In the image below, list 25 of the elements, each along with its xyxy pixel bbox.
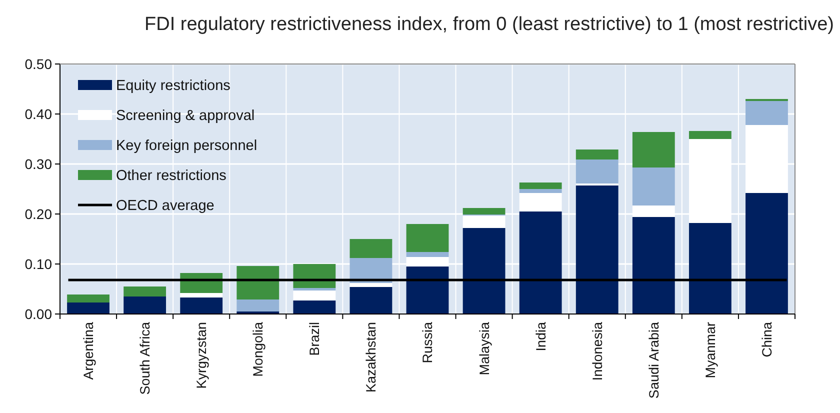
chart-title: FDI regulatory restrictiveness index, from 0 (least restrictive) to 1 (most restrictive) bbox=[144, 14, 834, 35]
x-tick-label: India bbox=[533, 322, 548, 352]
x-tick-label: Indonesia bbox=[590, 322, 605, 381]
y-tick-label: 0.50 bbox=[24, 56, 52, 72]
x-tick-label: Brazil bbox=[307, 322, 322, 356]
legend-label: Equity restrictions bbox=[116, 78, 230, 94]
y-tick-label: 0.10 bbox=[24, 256, 52, 272]
x-tick-label: Saudi Arabia bbox=[646, 322, 662, 399]
legend-label: Other restrictions bbox=[116, 168, 226, 184]
legend-label: OECD average bbox=[116, 198, 214, 214]
x-tick-label: Argentina bbox=[80, 322, 96, 380]
x-tick-label: China bbox=[759, 322, 774, 358]
y-tick-label: 0.00 bbox=[24, 306, 52, 322]
x-tick-label: Russia bbox=[420, 322, 436, 364]
y-tick-label: 0.30 bbox=[24, 156, 52, 172]
x-tick-label: South Africa bbox=[138, 322, 153, 395]
x-tick-label: Malaysia bbox=[476, 322, 492, 376]
x-tick-label: Mongolia bbox=[250, 322, 266, 377]
legend-label: Key foreign personnel bbox=[116, 138, 258, 154]
y-tick-label: 0.40 bbox=[24, 106, 52, 122]
x-tick-label: Myanmar bbox=[702, 322, 718, 378]
x-tick-label: Kyrgyzstan bbox=[194, 322, 210, 389]
legend-label: Screening & approval bbox=[116, 108, 255, 124]
y-tick-label: 0.20 bbox=[24, 206, 52, 222]
x-tick-label: Kazakhstan bbox=[364, 322, 379, 393]
